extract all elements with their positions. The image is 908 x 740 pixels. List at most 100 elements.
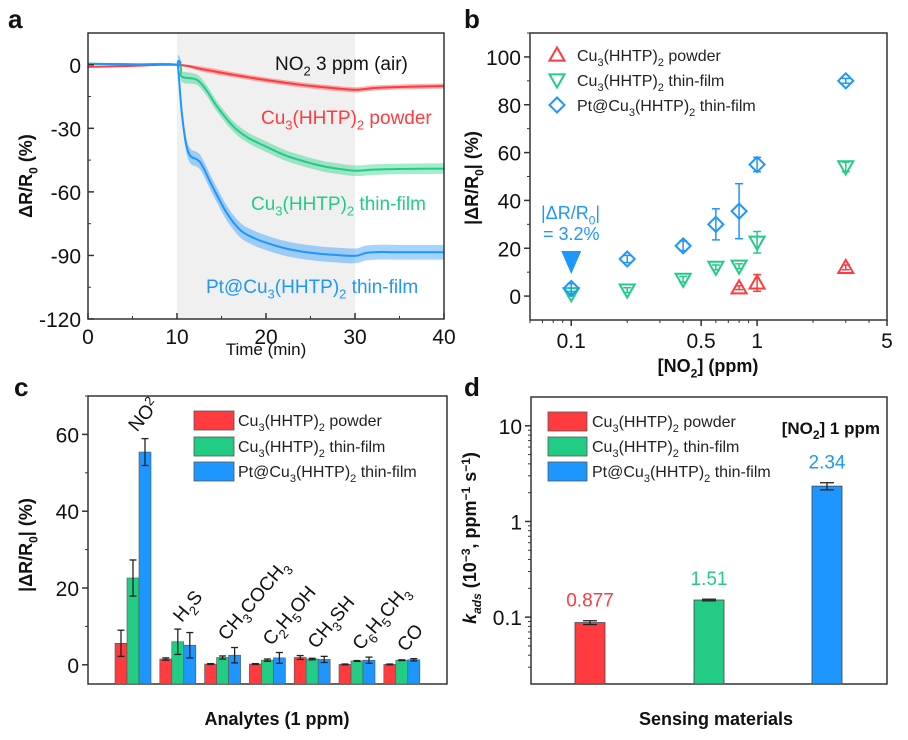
series-label-pt_thinfilm: Pt@Cu3​(HHTP)2​ thin-film — [206, 277, 418, 302]
panel-letter-a: a — [8, 4, 23, 34]
data-label-thinfilm: 1.51 — [691, 569, 728, 590]
y-tick-label: 20 — [56, 578, 79, 601]
legend-label-thinfilm: Cu3​(HHTP)2​ thin-film — [577, 73, 724, 94]
x-tick-label: 0.1 — [557, 330, 586, 353]
legend-label-pt_thinfilm: Pt@Cu3​(HHTP)2​ thin-film — [592, 464, 771, 485]
bar-powder — [383, 664, 397, 685]
annotation-line-2: = 3.2% — [543, 224, 600, 244]
panel-b-scatter-chart: 0.1 0.5 1 5 0 20 40 60 80 100 [NO2​] (ppm) |ΔR/R0​|… — [462, 32, 893, 380]
data-label-pt_thinfilm: 2.34 — [809, 453, 846, 474]
y-tick-label: 20 — [498, 238, 521, 261]
bar-thinfilm — [350, 660, 364, 685]
panel-letter-b: b — [464, 4, 480, 34]
data-point-powder — [836, 257, 855, 275]
y-tick-label: 0 — [509, 286, 521, 309]
detection-arrow-icon — [561, 251, 582, 274]
panel-c-bar-chart: 0204060NO2​H2​SCH3​COCH3​C2​H5​OHCH3​SHC… — [16, 393, 448, 729]
x-tick-label: 0.5 — [687, 330, 716, 353]
legend-swatch-powder — [193, 410, 235, 431]
y-tick-label: 60 — [498, 143, 521, 166]
bar-powder — [249, 663, 262, 685]
y-tick-label: -120 — [39, 309, 81, 332]
y-tick-label: 40 — [498, 190, 521, 213]
y-tick-label: -30 — [51, 118, 81, 141]
y-axis-title: |ΔR/R0​| (%) — [462, 131, 486, 225]
y-axis-title: ΔR/R0​ (%) — [16, 134, 40, 218]
panel-a-line-chart: 0 10 20 30 40 0 -30 -60 -90 -120 Time (min) ΔR/R0​ … — [16, 32, 456, 359]
data-point-powder — [747, 273, 767, 290]
data-point-thinfilm — [747, 235, 767, 252]
legend-label-powder: Cu3​(HHTP)2​ powder — [238, 413, 383, 434]
legend-label-thinfilm: Cu3​(HHTP)2​ thin-film — [592, 439, 739, 460]
x-tick-label: 0 — [82, 326, 94, 349]
panel-letter-d: d — [464, 372, 480, 402]
y-axis-title: |ΔR/R0​| (%) — [16, 498, 40, 592]
data-point-pt_thinfilm — [836, 71, 855, 90]
legend-swatch-thinfilm — [193, 436, 235, 457]
series-line-thinfilm — [87, 62, 445, 172]
x-axis-title: Analytes (1 ppm) — [204, 709, 349, 729]
legend-marker-powder — [547, 45, 567, 62]
bar-thinfilm — [261, 659, 274, 685]
y-tick-label: 40 — [56, 501, 79, 524]
legend-swatch-pt_thinfilm — [193, 461, 235, 482]
legend-label-powder: Cu3​(HHTP)2​ powder — [577, 48, 722, 69]
bar-thinfilm — [395, 659, 409, 685]
x-tick-label: 20 — [254, 326, 277, 349]
category-label: CO — [394, 621, 428, 656]
bar-powder — [338, 664, 352, 685]
error-band-powder — [88, 64, 444, 93]
x-tick-label: 40 — [432, 326, 455, 349]
y-tick-label: -60 — [51, 182, 81, 205]
legend-label-thinfilm: Cu3​(HHTP)2​ thin-film — [238, 439, 385, 460]
series-label-powder: Cu3​(HHTP)2​ powder — [261, 108, 432, 133]
series-label-thinfilm: Cu3​(HHTP)2​ thin-film — [251, 194, 426, 219]
bar-pt_thinfilm — [811, 485, 843, 685]
y-tick-label: 80 — [498, 95, 521, 118]
bar-pt_thinfilm — [407, 659, 421, 685]
x-axis-title: Time (min) — [226, 340, 307, 359]
y-tick-label: 0.1 — [493, 607, 522, 630]
data-point-pt_thinfilm — [562, 279, 581, 298]
bar-powder — [159, 658, 173, 685]
x-tick-label: 1 — [751, 330, 763, 353]
panel-d-bar-chart: 0.1 1 10 0.877 1.51 2.34 Sensing materials kads… — [459, 396, 888, 729]
exposure-label: NO2​ 3 ppm (air) — [275, 54, 408, 79]
data-point-pt_thinfilm — [674, 236, 693, 255]
x-tick-label: 30 — [343, 326, 366, 349]
x-tick-label: 10 — [165, 326, 188, 349]
data-point-pt_thinfilm — [748, 155, 767, 174]
bar-powder — [574, 622, 606, 685]
bar-powder — [204, 663, 217, 685]
y-tick-label: 0 — [67, 655, 79, 678]
y-tick-label: -90 — [51, 245, 81, 268]
legend-marker-thinfilm — [547, 73, 567, 90]
legend-swatch-pt_thinfilm — [547, 461, 588, 482]
legend-label-pt_thinfilm: Pt@Cu3​(HHTP)2​ thin-film — [238, 464, 417, 485]
bar-powder — [293, 657, 307, 685]
y-axis-title: kads​ (10−3, ppm−1 s−1) — [459, 452, 484, 624]
error-band-thinfilm — [88, 63, 444, 177]
x-tick-label: 5 — [881, 330, 893, 353]
y-tick-label: 0 — [69, 55, 81, 78]
annotation-line-1: |ΔR/R0​| — [541, 203, 600, 227]
panel-letter-c: c — [14, 372, 28, 402]
category-label: H2​S — [170, 587, 211, 629]
x-axis-title: [NO2​] (ppm) — [658, 356, 759, 380]
data-point-pt_thinfilm — [618, 250, 637, 268]
legend-swatch-powder — [547, 411, 588, 432]
legend-swatch-thinfilm — [547, 436, 588, 457]
category-label: NO2​ — [123, 393, 164, 436]
y-tick-label: 1 — [510, 511, 522, 534]
legend-marker-pt_thinfilm — [548, 96, 566, 114]
data-point-pt_thinfilm — [730, 202, 748, 221]
x-axis-title: Sensing materials — [639, 709, 793, 729]
bar-thinfilm — [305, 658, 319, 685]
data-point-thinfilm — [706, 260, 726, 277]
legend-label-pt_thinfilm: Pt@Cu3​(HHTP)2​ thin-film — [577, 98, 756, 119]
data-point-thinfilm — [617, 283, 637, 300]
series-line-pt_thinfilm — [87, 59, 445, 257]
bar-thinfilm — [693, 599, 725, 685]
data-point-pt_thinfilm — [706, 215, 725, 234]
